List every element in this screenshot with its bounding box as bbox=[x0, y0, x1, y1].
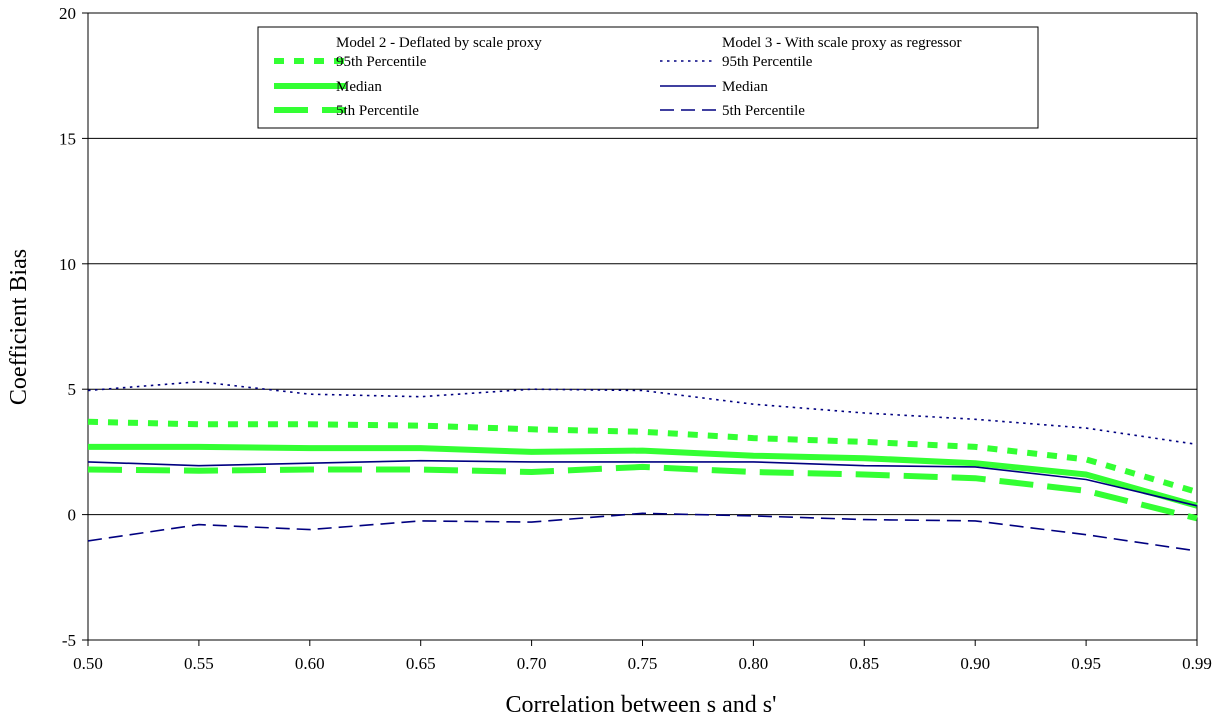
x-tick-label: 0.90 bbox=[960, 654, 990, 673]
x-tick-label: 0.85 bbox=[849, 654, 879, 673]
series-lines bbox=[87, 380, 1198, 552]
legend-box bbox=[257, 26, 1039, 129]
x-axis-label: Correlation between s and s' bbox=[506, 692, 777, 718]
x-tick-label: 0.80 bbox=[739, 654, 769, 673]
legend-group-title-model-3: Model 3 - With scale proxy as regressor bbox=[722, 35, 961, 51]
legend-entry-label: 5th Percentile bbox=[722, 103, 805, 119]
series-line-model-3-95th-percentile bbox=[87, 380, 1198, 446]
legend: Model 2 - Deflated by scale proxy Model … bbox=[257, 26, 1039, 129]
x-tick-label: 0.75 bbox=[628, 654, 658, 673]
series-line-model-2-median bbox=[88, 443, 1198, 509]
series-line-model-2-5th-percentile bbox=[87, 463, 1198, 522]
legend-entry-label: 95th Percentile bbox=[722, 54, 813, 70]
x-tick-label: 0.55 bbox=[184, 654, 214, 673]
legend-entry-label: 5th Percentile bbox=[336, 103, 419, 119]
x-tick-label: 0.95 bbox=[1071, 654, 1101, 673]
x-tick-label: 0.70 bbox=[517, 654, 547, 673]
y-tick-label: 10 bbox=[59, 255, 76, 274]
y-tick-label: 0 bbox=[68, 506, 77, 525]
x-tick-label: 0.60 bbox=[295, 654, 325, 673]
legend-entry-label: Median bbox=[336, 79, 382, 95]
y-tick-label: 5 bbox=[68, 380, 77, 399]
legend-entry-label: Median bbox=[722, 79, 768, 95]
y-axis-label: Coefficient Bias bbox=[6, 249, 32, 405]
axes bbox=[82, 12, 1198, 646]
series-line-model-3-median bbox=[87, 459, 1198, 507]
x-tick-label: 0.65 bbox=[406, 654, 436, 673]
series-line-model-2-95th-percentile bbox=[87, 418, 1198, 495]
legend-group-title-model-2: Model 2 - Deflated by scale proxy bbox=[336, 35, 542, 51]
x-tick-label: 0.99 bbox=[1182, 654, 1212, 673]
tick-labels: -5 0 5 10 15 20 0.50 0.55 0.60 0.65 0.70 0.75 0.80 0.… bbox=[59, 4, 1212, 673]
y-tick-label: 15 bbox=[59, 129, 76, 148]
legend-entry-label: 95th Percentile bbox=[336, 54, 427, 70]
series-line-model-3-5th-percentile bbox=[87, 512, 1198, 552]
x-tick-label: 0.50 bbox=[73, 654, 103, 673]
grid-lines bbox=[88, 12, 1197, 516]
y-tick-label: -5 bbox=[62, 631, 76, 650]
y-tick-label: 20 bbox=[59, 4, 76, 23]
